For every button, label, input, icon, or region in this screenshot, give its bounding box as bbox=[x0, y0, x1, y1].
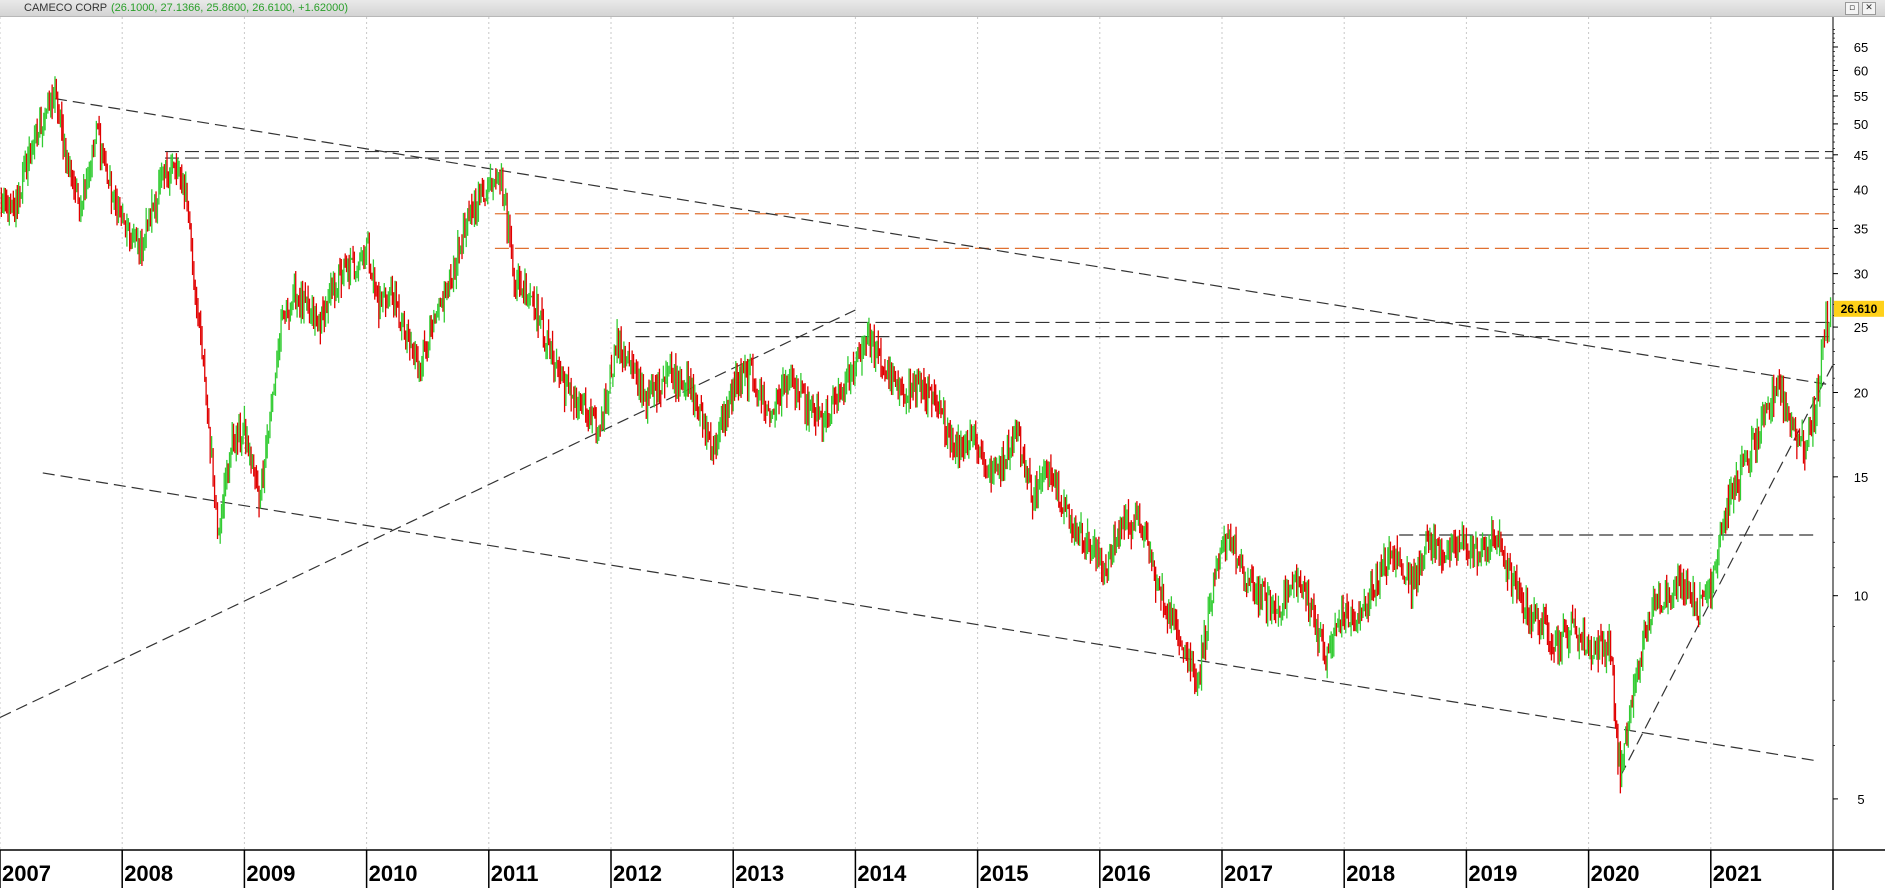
trendline bbox=[54, 98, 1834, 386]
y-tick-label: 10 bbox=[1854, 589, 1868, 604]
y-tick-label: 40 bbox=[1854, 182, 1868, 197]
x-tick-label: 2008 bbox=[124, 861, 173, 886]
trendline bbox=[42, 472, 1815, 762]
y-tick-label: 15 bbox=[1854, 470, 1868, 485]
ohlc-readout: (26.1000, 27.1366, 25.8600, 26.6100, +1.… bbox=[111, 2, 349, 14]
x-tick-label: 2015 bbox=[980, 861, 1029, 886]
trendline bbox=[1619, 364, 1834, 777]
x-tick-label: 2009 bbox=[246, 861, 295, 886]
y-tick-label: 35 bbox=[1854, 221, 1868, 236]
x-axis: 2007 2008 2009 2010 2011 2012 2013 2014 2015 2016… bbox=[0, 849, 1885, 890]
x-tick-label: 2014 bbox=[857, 861, 907, 886]
y-tick-label: 25 bbox=[1854, 320, 1868, 335]
y-tick-label: 50 bbox=[1854, 117, 1868, 132]
x-tick-label: 2013 bbox=[735, 861, 784, 886]
x-tick-label: 2017 bbox=[1224, 861, 1273, 886]
x-tick-label: 2012 bbox=[613, 861, 662, 886]
chart-grid bbox=[0, 17, 1712, 850]
price-candles bbox=[0, 76, 1832, 794]
x-tick-label: 2010 bbox=[369, 861, 418, 886]
chart-title-bar: CAMECO CORP (26.1000, 27.1366, 25.8600, … bbox=[0, 0, 1885, 17]
last-price-label: 26.610 bbox=[1841, 302, 1878, 316]
y-tick-label: 30 bbox=[1854, 267, 1868, 282]
restore-icon[interactable]: ▫ bbox=[1845, 2, 1859, 15]
instrument-name: CAMECO CORP bbox=[24, 2, 108, 14]
y-tick-label: 60 bbox=[1854, 63, 1868, 78]
y-axis: 5 10 15 20 25 30 35 40 45 50 55 60 65 bbox=[1832, 17, 1868, 850]
x-tick-label: 2018 bbox=[1346, 861, 1395, 886]
last-price-badge bbox=[1834, 300, 1884, 317]
y-tick-label: 65 bbox=[1854, 40, 1868, 55]
x-tick-label: 2021 bbox=[1713, 861, 1762, 886]
x-tick-label: 2011 bbox=[491, 861, 539, 886]
trendline bbox=[0, 309, 856, 719]
x-tick-label: 2007 bbox=[2, 861, 51, 886]
x-tick-label: 2016 bbox=[1102, 861, 1151, 886]
y-tick-label: 20 bbox=[1854, 386, 1868, 401]
y-tick-label: 5 bbox=[1857, 792, 1864, 807]
y-tick-label: 45 bbox=[1854, 148, 1868, 163]
close-icon[interactable]: ✕ bbox=[1862, 2, 1876, 15]
y-tick-label: 55 bbox=[1854, 89, 1868, 104]
x-tick-label: 2020 bbox=[1591, 861, 1640, 886]
chart-annotations bbox=[0, 98, 1834, 777]
x-tick-label: 2019 bbox=[1468, 861, 1517, 886]
last-price-marker: 26.610 bbox=[1834, 300, 1884, 317]
